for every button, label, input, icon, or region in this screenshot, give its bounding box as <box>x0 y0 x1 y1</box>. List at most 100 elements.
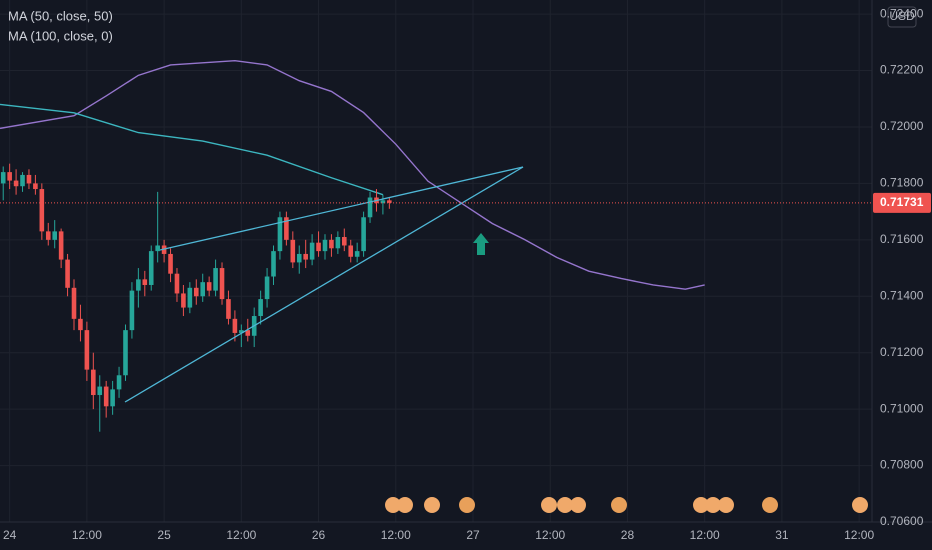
y-tick-label: 0.70600 <box>880 514 924 528</box>
candle-body <box>13 180 19 187</box>
candle-body <box>136 279 141 291</box>
candle-body <box>155 245 160 252</box>
candle-body <box>226 299 231 319</box>
legend-ma100: MA (100, close, 0) <box>8 28 113 43</box>
candle-body <box>206 282 212 291</box>
candle-body <box>116 375 122 390</box>
candle-body <box>329 239 334 249</box>
candle-body <box>33 183 38 190</box>
event-icon <box>570 497 586 513</box>
candle-body <box>26 174 32 184</box>
moving-averages <box>0 59 705 290</box>
candle-body <box>181 293 186 308</box>
x-tick-label: 26 <box>312 528 326 542</box>
y-tick-label: 0.70800 <box>880 458 924 472</box>
candle-body <box>258 299 263 317</box>
axes: 0.70600 0.70800 0.71000 0.71200 0.71400 0.716… <box>0 6 931 542</box>
candle-body <box>303 253 308 260</box>
x-tick-label: 12:00 <box>844 528 874 542</box>
candle-body <box>193 287 199 297</box>
last-price-box <box>873 192 931 213</box>
candle-body <box>361 217 366 252</box>
ma-line <box>0 103 384 196</box>
x-tick-label: 12:00 <box>226 528 256 542</box>
candle-body <box>71 287 77 319</box>
candle-body <box>168 253 173 274</box>
candle-body <box>78 318 83 331</box>
candle-body <box>380 200 386 204</box>
ma-line <box>0 59 705 290</box>
candle-body <box>322 239 328 252</box>
arrow-up <box>473 233 489 255</box>
y-tick-label: 0.71600 <box>880 232 924 246</box>
candle-body <box>200 282 206 297</box>
event-icon <box>459 497 475 513</box>
event-icon <box>385 497 401 513</box>
event-icon <box>705 497 721 513</box>
candle-body <box>58 231 64 260</box>
y-tick-label: 0.71000 <box>880 401 924 415</box>
candle-body <box>20 174 25 187</box>
event-icon <box>718 497 734 513</box>
x-tick-label: 27 <box>466 528 480 542</box>
y-tick-label: 0.71400 <box>880 288 924 302</box>
event-icon <box>762 497 778 513</box>
event-icon <box>424 497 440 513</box>
candle-body <box>52 231 58 240</box>
x-tick-label: 24 <box>3 528 17 542</box>
y-tick-label: 0.72200 <box>880 63 924 77</box>
candle-body <box>110 389 115 407</box>
event-icons <box>385 497 868 513</box>
candle-body <box>271 251 276 277</box>
candle-body <box>129 290 135 331</box>
candle-body <box>45 231 51 240</box>
candles <box>0 163 392 432</box>
x-tick-label: 31 <box>775 528 789 542</box>
candle-body <box>239 330 244 333</box>
x-tick-label: 25 <box>157 528 171 542</box>
candle-body <box>123 330 128 376</box>
y-tick-label: 0.72000 <box>880 119 924 133</box>
x-tick-label: 12:00 <box>535 528 565 542</box>
candle-body <box>284 217 289 240</box>
candle-body <box>174 273 180 294</box>
candle-body <box>296 253 302 263</box>
candle-body <box>84 330 90 370</box>
event-icon <box>852 497 868 513</box>
currency: USD <box>889 9 915 23</box>
event-icon <box>611 497 627 513</box>
trend-line-upper <box>159 166 524 251</box>
candle-body <box>7 172 12 181</box>
candle-body <box>65 259 70 288</box>
candle-body <box>103 386 109 407</box>
event-icon <box>693 497 709 513</box>
currency-box <box>887 6 917 28</box>
y-tick-label: 0.71800 <box>880 176 924 190</box>
candle-body <box>187 287 193 308</box>
candle-body <box>290 239 296 263</box>
candle-body <box>354 251 360 257</box>
candle-body <box>341 237 347 246</box>
candle-body <box>277 217 283 252</box>
candle-body <box>264 276 270 300</box>
x-tick-label: 12:00 <box>690 528 720 542</box>
event-icon <box>541 497 557 513</box>
event-icon <box>397 497 413 513</box>
candle-body <box>39 189 45 232</box>
candle-body <box>142 279 148 285</box>
candle-body <box>97 386 103 396</box>
candle-body <box>367 197 373 218</box>
candle-body <box>316 242 321 252</box>
candle-body <box>91 369 96 396</box>
x-tick-label: 12:00 <box>381 528 411 542</box>
candle-body <box>219 268 225 300</box>
event-icon <box>557 497 573 513</box>
y-tick-label: 0.71200 <box>880 345 924 359</box>
x-tick-label: 28 <box>621 528 635 542</box>
candle-body <box>387 200 392 203</box>
candle-body <box>245 330 251 336</box>
candle-body <box>348 245 354 257</box>
